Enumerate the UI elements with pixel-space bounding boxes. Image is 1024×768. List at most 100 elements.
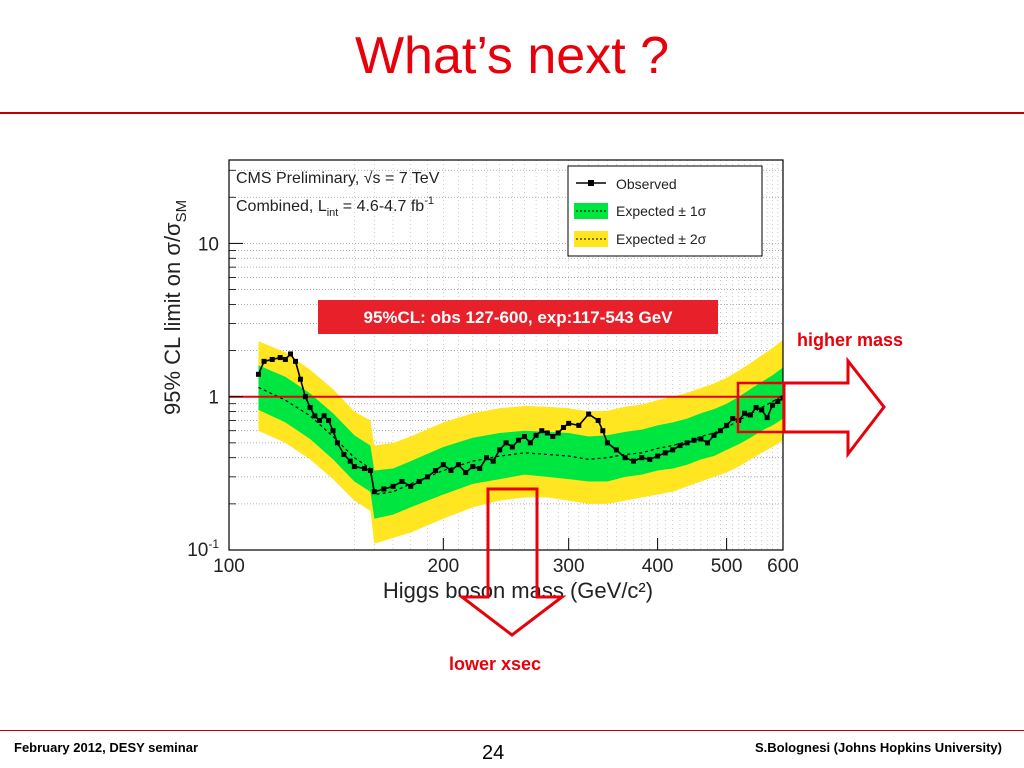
observed-point — [747, 412, 753, 418]
footer-divider — [0, 730, 1024, 731]
observed-point — [595, 417, 601, 423]
legend-1sigma-label: Expected ± 1σ — [616, 203, 707, 219]
y-tick-label: 1 — [208, 388, 219, 409]
observed-point — [770, 402, 776, 408]
observed-point — [484, 455, 490, 461]
observed-point — [604, 440, 610, 446]
observed-point — [463, 470, 469, 476]
observed-point — [297, 376, 303, 382]
observed-point — [566, 420, 572, 426]
observed-point — [704, 440, 710, 446]
observed-point — [277, 355, 283, 361]
observed-point — [316, 417, 322, 423]
observed-point — [347, 458, 353, 464]
observed-point — [631, 458, 637, 464]
observed-point — [293, 358, 299, 364]
observed-point — [509, 444, 515, 450]
y-tick-label: 10 — [198, 234, 219, 255]
observed-point — [550, 434, 556, 440]
observed-point — [302, 394, 308, 400]
observed-point — [698, 436, 704, 442]
observed-point — [711, 432, 717, 438]
legend-1sigma-swatch — [574, 203, 608, 219]
observed-point — [724, 422, 730, 428]
x-tick-label: 100 — [213, 556, 245, 577]
observed-point — [399, 478, 405, 484]
observed-point — [255, 371, 261, 377]
observed-point — [341, 451, 347, 457]
observed-point — [613, 447, 619, 453]
down-arrow — [457, 487, 567, 637]
observed-point — [764, 415, 770, 421]
observed-point — [503, 440, 509, 446]
observed-point — [647, 456, 653, 462]
observed-point — [515, 437, 521, 443]
observed-point — [330, 428, 336, 434]
observed-point — [432, 468, 438, 474]
observed-point — [586, 411, 592, 417]
observed-point — [351, 464, 357, 470]
legend-2sigma-label: Expected ± 2σ — [616, 231, 707, 247]
cms-header-line1: CMS Preliminary, √s = 7 TeV — [236, 170, 440, 187]
observed-point — [717, 428, 723, 434]
observed-point — [780, 395, 783, 401]
observed-point — [408, 483, 414, 489]
observed-point — [555, 430, 561, 436]
banner-background — [318, 300, 718, 334]
observed-point — [677, 443, 683, 449]
limit-lines — [229, 351, 783, 496]
observed-point — [600, 428, 606, 434]
higher-mass-arrow — [736, 356, 886, 459]
footer-left: February 2012, DESY seminar — [14, 740, 199, 755]
observed-point — [477, 466, 483, 472]
x-tick-label: 400 — [642, 556, 674, 577]
observed-point — [753, 405, 759, 411]
observed-point — [576, 422, 582, 428]
x-tick-label: 600 — [767, 556, 799, 577]
y-tick-label-min: 10-1 — [187, 537, 219, 561]
observed-point — [497, 447, 503, 453]
observed-point — [371, 489, 377, 495]
observed-point — [759, 407, 765, 413]
observed-point — [424, 474, 430, 480]
observed-point — [742, 410, 748, 416]
x-tick-label: 300 — [553, 556, 585, 577]
observed-point — [261, 358, 267, 364]
page-number: 24 — [482, 742, 505, 764]
observed-point — [269, 356, 275, 362]
observed-point — [326, 417, 332, 423]
legend-observed-label: Observed — [616, 176, 677, 192]
observed-point — [639, 455, 645, 461]
observed-point — [684, 440, 690, 446]
x-tick-label: 500 — [711, 556, 743, 577]
observed-point — [622, 455, 628, 461]
observed-point — [362, 466, 368, 472]
y-axis-label: 95% CL limit on σ/σSM — [160, 200, 190, 415]
legend-observed-marker — [588, 180, 594, 186]
observed-point — [544, 430, 550, 436]
observed-point — [440, 462, 446, 468]
observed-point — [448, 468, 454, 474]
observed-point — [321, 413, 327, 419]
observed-point — [533, 432, 539, 438]
observed-point — [560, 424, 566, 430]
observed-point — [691, 437, 697, 443]
observed-point — [282, 356, 288, 362]
observed-point — [455, 462, 461, 468]
legend-2sigma-swatch — [574, 231, 608, 247]
footer-right: S.Bolognesi (Johns Hopkins University) — [754, 740, 1002, 755]
observed-point — [730, 416, 736, 422]
legend: Observed Expected ± 1σ Expected ± 2σ — [567, 165, 763, 257]
observed-point — [312, 413, 318, 419]
observed-point — [521, 434, 527, 440]
observed-point — [527, 440, 533, 446]
axis-ticks: 100 200 300 400 500 600 10 1 10-1 — [187, 169, 799, 577]
x-axis-label: Higgs boson mass (GeV/c²) — [383, 578, 653, 603]
cms-header-line2: Combined, Lint = 4.6-4.7 fb-1 — [236, 195, 434, 219]
title-divider — [0, 112, 1024, 114]
observed-point — [539, 428, 545, 434]
observed-point — [367, 468, 373, 474]
higgs-limit-chart: 100 200 300 400 500 600 10 1 10-1 CMS Preliminar… — [160, 159, 886, 637]
observed-point — [381, 486, 387, 492]
observed-point — [416, 478, 422, 484]
